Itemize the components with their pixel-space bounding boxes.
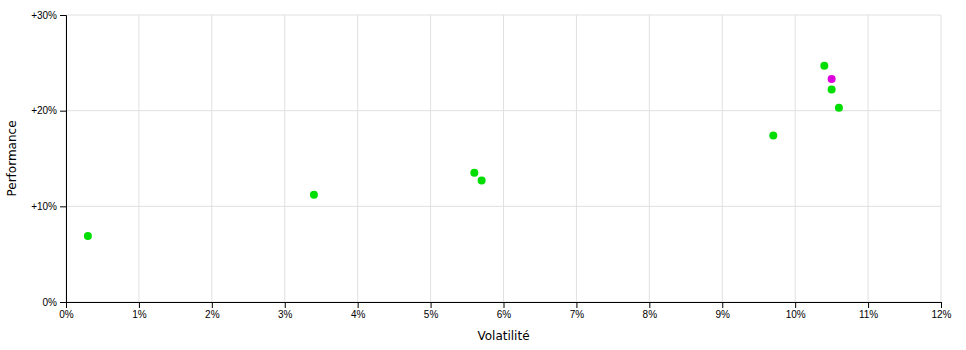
grid-line-x — [503, 15, 504, 302]
x-tick: 11% — [859, 302, 878, 320]
y-tick: +30% — [31, 10, 66, 21]
y-axis-line — [60, 16, 67, 303]
x-tick: 4% — [351, 302, 366, 320]
x-tick: 2% — [205, 302, 220, 320]
y-axis-title: Performance — [5, 120, 19, 196]
grid-line-x — [795, 15, 796, 302]
grid-line-y — [66, 110, 941, 111]
grid-line-x — [357, 15, 358, 302]
y-tick: +10% — [31, 201, 66, 212]
x-tick-label: 8% — [643, 309, 658, 320]
x-tick: 1% — [132, 302, 147, 320]
x-tick: 0% — [59, 302, 74, 320]
y-tick-label: +10% — [31, 201, 57, 212]
x-tick-mark — [868, 302, 869, 308]
plot: 0% 1% 2% 3% 4% 5% 6% 7% 8% 9% 10% 11% 12% 0% +10% +20% +… — [31, 10, 951, 320]
x-tick-label: 11% — [859, 309, 878, 320]
grid-line-x — [868, 15, 869, 302]
point — [470, 169, 478, 177]
point — [835, 104, 843, 112]
series — [828, 75, 836, 83]
points — [84, 62, 843, 240]
grid-line-x — [211, 15, 212, 302]
chart: 0% 1% 2% 3% 4% 5% 6% 7% 8% 9% 10% 11% 12% 0% +10% +20% +… — [0, 0, 966, 350]
y-tick: +20% — [31, 105, 66, 116]
x-tick: 7% — [570, 302, 585, 320]
x-tick-label: 9% — [716, 309, 731, 320]
grid-line-x — [941, 15, 942, 302]
y-tick-label: +20% — [31, 105, 57, 116]
x-tick-mark — [431, 302, 432, 308]
x-tick-label: 0% — [59, 309, 74, 320]
grid-line-y — [66, 206, 941, 207]
y-tick-label: +30% — [31, 10, 57, 21]
x-tick-label: 7% — [570, 309, 585, 320]
x-tick-label: 1% — [132, 309, 147, 320]
x-tick-mark — [722, 302, 723, 308]
point — [828, 86, 836, 94]
x-tick-mark — [285, 302, 286, 308]
y-axis: 0% +10% +20% +30% — [31, 10, 66, 308]
x-tick-label: 12% — [931, 309, 951, 320]
y-tick-mark — [60, 206, 66, 207]
x-axis: 0% 1% 2% 3% 4% 5% 6% 7% 8% 9% 10% 11% 12% — [59, 302, 951, 320]
x-tick-mark — [576, 302, 577, 308]
y-tick-mark — [60, 111, 66, 112]
y-tick-mark — [60, 15, 66, 16]
x-tick-mark — [358, 302, 359, 308]
x-tick-label: 10% — [786, 309, 806, 320]
y-tick-label: 0% — [43, 297, 58, 308]
x-tick-label: 4% — [351, 309, 366, 320]
grid-line-x — [430, 15, 431, 302]
grid — [66, 15, 941, 302]
x-tick: 8% — [643, 302, 658, 320]
series — [84, 62, 843, 240]
grid-line-x — [138, 15, 139, 302]
point — [828, 75, 836, 83]
x-tick-mark — [649, 302, 650, 308]
grid-line-x — [576, 15, 577, 302]
x-tick-mark — [941, 302, 942, 308]
grid-line-y — [66, 15, 941, 16]
x-tick-mark — [504, 302, 505, 308]
x-tick-label: 6% — [497, 309, 512, 320]
y-tick-mark — [60, 302, 66, 303]
x-axis-line — [67, 303, 942, 309]
point — [84, 232, 92, 240]
x-tick: 9% — [716, 302, 731, 320]
point — [310, 191, 318, 199]
x-tick-mark — [139, 302, 140, 308]
point — [769, 132, 777, 140]
grid-line-x — [649, 15, 650, 302]
point — [820, 62, 828, 70]
x-tick-label: 2% — [205, 309, 220, 320]
x-axis-title: Volatilité — [477, 329, 529, 343]
x-tick: 5% — [424, 302, 439, 320]
x-tick: 6% — [497, 302, 512, 320]
y-tick: 0% — [43, 297, 66, 308]
x-tick: 10% — [786, 302, 806, 320]
grid-line-x — [284, 15, 285, 302]
x-tick-label: 3% — [278, 309, 293, 320]
point — [478, 177, 486, 185]
x-tick-mark — [212, 302, 213, 308]
x-tick-label: 5% — [424, 309, 439, 320]
x-tick-mark — [795, 302, 796, 308]
grid-line-x — [722, 15, 723, 302]
x-tick: 3% — [278, 302, 293, 320]
x-tick: 12% — [931, 302, 951, 320]
